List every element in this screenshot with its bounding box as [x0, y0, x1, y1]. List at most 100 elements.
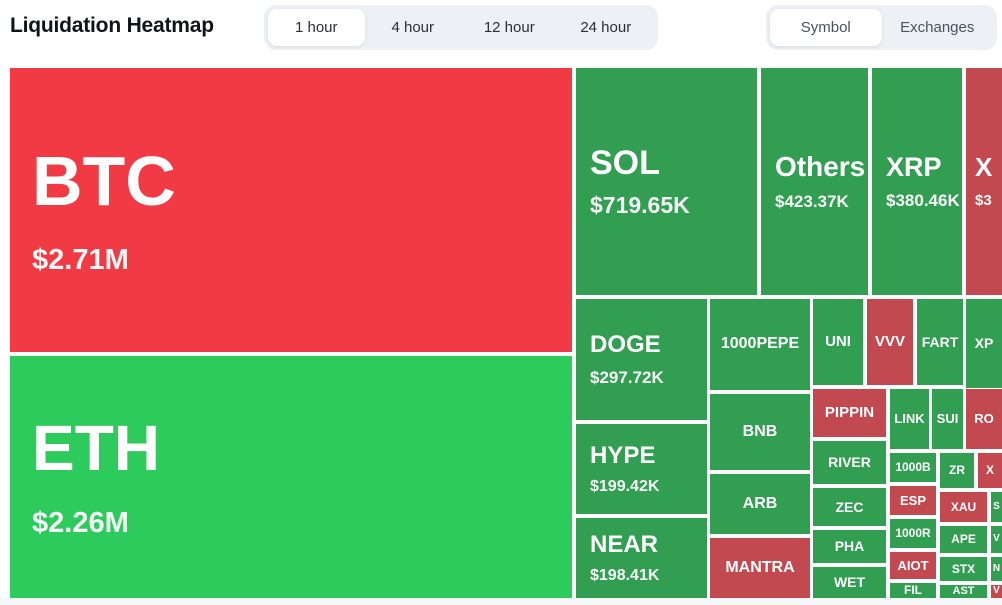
treemap-tile-river[interactable]: RIVER [813, 441, 886, 484]
tile-symbol: AIOT [897, 557, 929, 573]
tile-value: $2.71M [32, 243, 129, 276]
tile-symbol: 1000B [895, 460, 931, 475]
tile-symbol: VVV [874, 333, 905, 351]
treemap-tile-sliver-4[interactable]: V [991, 585, 1002, 598]
tile-symbol: APE [951, 532, 976, 547]
tile-symbol: MANTRA [725, 558, 795, 576]
treemap-tile-link[interactable]: LINK [890, 389, 929, 449]
treemap-tile-xp[interactable]: XP [966, 299, 1002, 388]
tab-4-hour[interactable]: 4 hour [365, 9, 462, 46]
timeframe-tabs: 1 hour 4 hour 12 hour 24 hour [264, 5, 658, 50]
tile-symbol: V [993, 533, 1000, 545]
tile-symbol: S [993, 500, 1000, 512]
treemap-tile-bnb[interactable]: BNB [710, 394, 810, 470]
page-bottom-strip [0, 598, 1002, 605]
tile-symbol: ZEC [835, 498, 864, 515]
treemap-tile-wet[interactable]: WET [813, 567, 886, 598]
tile-symbol: STX [951, 561, 976, 576]
tile-symbol: BTC [32, 142, 176, 221]
treemap-tile-pha[interactable]: PHA [813, 530, 886, 563]
tab-24-hour[interactable]: 24 hour [558, 9, 655, 46]
tile-symbol: PIPPIN [824, 404, 875, 422]
treemap-tile-fart[interactable]: FART [917, 299, 963, 385]
tile-value: $198.41K [590, 566, 660, 584]
tab-1-hour[interactable]: 1 hour [268, 9, 365, 46]
tab-symbol[interactable]: Symbol [770, 9, 882, 46]
tile-symbol: DOGE [590, 331, 661, 359]
tile-symbol: SOL [590, 144, 660, 183]
tile-symbol: FIL [904, 583, 922, 598]
header: Liquidation Heatmap 1 hour 4 hour 12 hou… [0, 0, 1002, 58]
tile-symbol: RIVER [828, 454, 871, 471]
treemap-tile-sliver-1[interactable]: S [991, 492, 1002, 522]
tile-symbol: V [993, 585, 1000, 597]
treemap-tile-hype[interactable]: HYPE $199.42K [576, 424, 707, 514]
treemap-tile-sui[interactable]: SUI [932, 389, 963, 449]
tile-symbol: ZR [949, 463, 965, 478]
treemap-tile-mantra[interactable]: MANTRA [710, 538, 810, 598]
treemap-tile-btc[interactable]: BTC $2.71M [10, 68, 572, 352]
treemap-tile-xrp[interactable]: XRP $380.46K [872, 68, 962, 295]
tile-symbol: X [975, 152, 993, 183]
tile-symbol: XAU [950, 499, 977, 514]
treemap-tile-aiot[interactable]: AIOT [890, 552, 936, 579]
tile-symbol: UNI [825, 333, 851, 351]
tile-symbol: ESP [899, 492, 926, 508]
tile-symbol: 1000PEPE [720, 335, 800, 353]
treemap-tile-pippin[interactable]: PIPPIN [813, 389, 886, 437]
treemap-tile-xau[interactable]: XAU [940, 492, 987, 522]
treemap-tile-doge[interactable]: DOGE $297.72K [576, 299, 707, 420]
tile-value: $719.65K [590, 191, 690, 218]
treemap-tile-ro[interactable]: RO [966, 389, 1002, 449]
tile-symbol: AST [952, 585, 975, 597]
tile-symbol: ETH [32, 412, 160, 485]
tab-exchanges[interactable]: Exchanges [882, 9, 994, 46]
tile-symbol: LINK [894, 411, 925, 427]
tile-value: $297.72K [590, 367, 664, 387]
tile-symbol: XP [974, 335, 994, 352]
treemap-tile-fil[interactable]: FIL [890, 583, 936, 598]
tile-symbol: X [985, 463, 994, 478]
page-title: Liquidation Heatmap [10, 14, 214, 37]
tile-value: $3 [975, 191, 992, 209]
treemap-tile-zr[interactable]: ZR [940, 453, 974, 488]
view-tabs: Symbol Exchanges [766, 5, 997, 50]
tile-symbol: ARB [742, 494, 778, 512]
treemap-tile-sliver-3[interactable]: N [991, 557, 1002, 581]
treemap-tile-uni[interactable]: UNI [813, 299, 863, 385]
tab-12-hour[interactable]: 12 hour [461, 9, 558, 46]
tile-symbol: Others [775, 151, 866, 183]
treemap-tile-1000r[interactable]: 1000R [890, 519, 936, 548]
treemap-tile-esp[interactable]: ESP [890, 486, 936, 515]
tile-value: $380.46K [886, 191, 960, 211]
tile-symbol: NEAR [590, 530, 659, 558]
tile-symbol: RO [974, 411, 994, 427]
treemap-tile-ape[interactable]: APE [940, 526, 987, 553]
tile-value: $199.42K [590, 477, 660, 495]
treemap-tile-stx[interactable]: STX [940, 557, 987, 581]
tile-symbol: BNB [742, 422, 778, 440]
tile-value: $2.26M [32, 507, 129, 540]
treemap-tile-eth[interactable]: ETH $2.26M [10, 356, 572, 598]
tile-symbol: FART [921, 333, 959, 350]
tile-symbol: XRP [886, 151, 942, 182]
treemap-tile-1000b[interactable]: 1000B [890, 453, 936, 482]
treemap-tile-vvv[interactable]: VVV [867, 299, 913, 385]
tile-symbol: WET [833, 574, 866, 591]
tile-symbol: 1000R [895, 526, 931, 541]
treemap-tile-arb[interactable]: ARB [710, 474, 810, 534]
tile-symbol: HYPE [590, 441, 656, 469]
treemap-tile-sliver-2[interactable]: V [991, 526, 1002, 553]
treemap-tile-sol[interactable]: SOL $719.65K [576, 68, 757, 295]
treemap-tile-near[interactable]: NEAR $198.41K [576, 518, 707, 598]
tile-symbol: PHA [834, 538, 865, 555]
treemap-tile-1000pepe[interactable]: 1000PEPE [710, 299, 810, 390]
tile-value: $423.37K [775, 191, 849, 211]
treemap-tile-zec[interactable]: ZEC [813, 488, 886, 526]
treemap-tile-others[interactable]: Others $423.37K [761, 68, 868, 295]
treemap-tile-x-cut[interactable]: X $3 [966, 68, 1002, 295]
treemap-tile-ast[interactable]: AST [940, 585, 987, 598]
treemap-tile-x-2[interactable]: X [978, 453, 1002, 488]
